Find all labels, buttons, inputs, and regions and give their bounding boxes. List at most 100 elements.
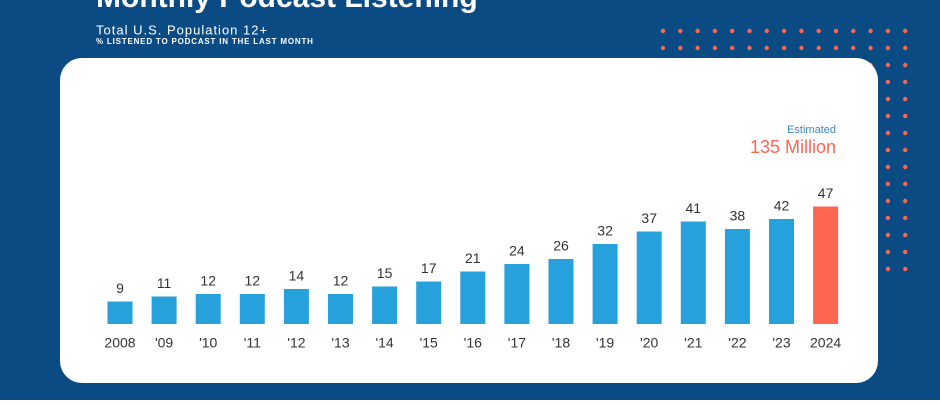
annotation: Estimated [787,124,836,136]
dot [885,45,891,51]
dot [851,28,856,34]
dot [903,181,908,187]
dot [885,181,891,187]
dot [730,45,735,51]
value-label: 26 [553,238,569,254]
value-label: 15 [377,265,393,281]
dot [903,45,908,51]
bar [107,301,133,324]
x-tick-label: '12 [287,335,305,351]
dot [903,215,908,221]
dot [712,45,718,51]
bar [416,281,442,324]
x-tick-label: '20 [640,335,658,351]
value-label: 37 [641,210,657,226]
dot [833,28,839,34]
dot [868,45,873,51]
subtitle: Total U.S. Population 12+ [96,22,268,37]
dot [885,28,891,34]
caption: % LISTENED TO PODCAST IN THE LAST MONTH [96,37,314,46]
dot [903,249,908,255]
dot [885,249,891,255]
dot [660,28,666,34]
x-tick-label: '15 [420,335,438,351]
x-tick-label: '13 [331,335,349,351]
dot [833,45,839,51]
x-tick-label: '22 [728,335,746,351]
bar [548,259,574,324]
dot [764,28,769,34]
value-label: 21 [465,250,481,266]
bar [680,221,706,324]
value-label: 42 [774,198,790,214]
dot [764,45,769,51]
dot [903,164,908,170]
x-tick-label: 2024 [810,335,841,351]
dot [747,45,752,51]
dot [903,96,908,102]
dot [747,28,752,34]
bar [592,244,618,324]
dot [885,164,891,170]
dot [885,266,891,272]
value-label: 12 [245,273,261,289]
value-label: 11 [157,275,172,291]
dot [885,147,891,153]
dot [903,113,908,119]
dot [885,198,891,204]
value-label: 38 [730,208,746,224]
value-label: 14 [289,268,305,284]
value-label: 17 [421,260,437,276]
x-tick-label: '23 [772,335,790,351]
dot [903,28,908,34]
bar [283,289,309,324]
value-label: 47 [818,185,834,201]
value-label: 24 [509,243,525,259]
dot [885,130,891,136]
value-label: 12 [200,273,216,289]
value-label: 41 [686,200,702,216]
bar [813,206,839,324]
dot [816,28,821,34]
x-tick-label: '17 [508,335,526,351]
bar [372,286,398,324]
dot [903,62,908,68]
x-tick-label: '19 [596,335,614,351]
dot [885,96,891,102]
value-label: 12 [333,273,349,289]
bar [328,294,353,324]
dot [678,28,683,34]
dot [903,130,908,136]
dot [885,215,891,221]
dot [885,62,891,68]
x-tick-label: 2008 [104,335,135,351]
dot [730,28,735,34]
x-tick-label: '21 [684,335,702,351]
dot [903,232,908,238]
x-tick-label: '16 [464,335,482,351]
dot [903,266,908,272]
bar [460,271,486,324]
dot [799,45,804,51]
bar [151,296,177,324]
annotation: 135 Million [750,137,836,157]
dot [678,45,683,51]
dot [695,28,700,34]
dot [816,45,821,51]
x-tick-label: '09 [155,335,173,351]
dot [851,45,856,51]
bar [239,294,265,324]
dot [781,45,787,51]
bar [504,264,530,324]
dot [885,79,891,85]
x-tick-label: '10 [199,335,217,351]
bar [195,294,221,324]
bar [769,219,794,324]
value-label: 9 [116,280,124,296]
dot [903,198,908,204]
chart-title: Monthly Podcast Listening [96,0,478,14]
dot [885,113,891,119]
x-tick-label: '11 [244,335,261,351]
bar [724,229,750,324]
